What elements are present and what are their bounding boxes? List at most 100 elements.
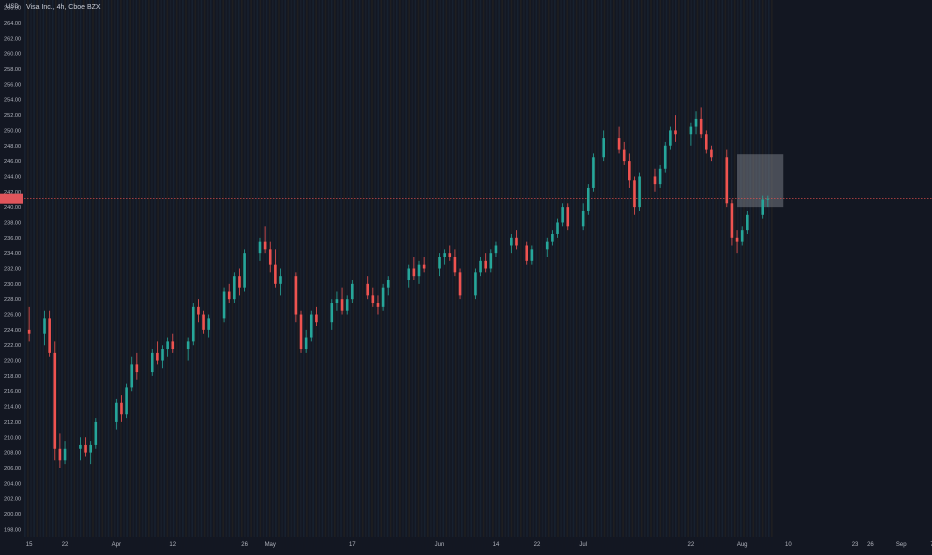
candle xyxy=(586,184,590,215)
session-band xyxy=(365,0,367,537)
candle-body xyxy=(448,253,452,257)
x-axis[interactable]: 15 22 Apr 12 26 May 17 Jun 14 22 Jul 22 Aug 10 23 26 Sep… xyxy=(26,542,932,548)
candle xyxy=(94,418,98,449)
highlight-zone[interactable] xyxy=(737,154,784,208)
session-band xyxy=(33,0,35,537)
candle-body xyxy=(309,314,313,338)
session-band xyxy=(213,0,215,537)
candle-body xyxy=(191,306,195,342)
session-band xyxy=(203,0,206,537)
candle-body xyxy=(586,187,590,211)
y-tick-label: 212.00 xyxy=(4,420,21,426)
candle xyxy=(186,337,190,361)
session-band xyxy=(687,0,689,537)
candle xyxy=(150,349,154,376)
session-band xyxy=(42,0,45,537)
candle xyxy=(161,345,164,369)
y-axis[interactable]: 198.00 200.00 202.00 204.00 206.00 208.00 210.… xyxy=(4,6,21,534)
session-band xyxy=(625,0,627,537)
candle-body xyxy=(515,237,518,246)
session-band xyxy=(321,0,324,537)
candle-body xyxy=(304,337,308,350)
session-band xyxy=(67,0,69,537)
session-band xyxy=(523,0,525,537)
session-band xyxy=(79,0,82,537)
session-band xyxy=(306,0,308,537)
candle xyxy=(510,233,513,254)
candle xyxy=(628,153,631,188)
candle-body xyxy=(84,444,87,453)
candle-body xyxy=(94,421,98,445)
session-band xyxy=(268,0,271,537)
x-tick-label: Sep xyxy=(896,542,907,548)
candle xyxy=(566,203,570,231)
session-band xyxy=(219,0,221,537)
session-band xyxy=(250,0,252,537)
session-band xyxy=(92,0,94,537)
candle-body xyxy=(545,241,549,250)
candle xyxy=(735,230,739,254)
candle-body xyxy=(315,314,318,323)
session-band xyxy=(303,0,305,537)
candle-body xyxy=(27,329,31,334)
session-band xyxy=(371,0,373,537)
session-band xyxy=(436,0,438,537)
session-band xyxy=(228,0,231,537)
session-band xyxy=(529,0,531,537)
session-band xyxy=(355,0,358,537)
candle xyxy=(663,141,667,173)
y-tick-label: 200.00 xyxy=(4,512,21,518)
session-band xyxy=(36,0,38,537)
candle-body xyxy=(135,364,139,373)
x-tick-label: 12 xyxy=(169,542,176,548)
candle xyxy=(309,310,313,342)
candle xyxy=(725,149,729,208)
candle-body xyxy=(740,230,744,242)
candle-body xyxy=(238,276,241,288)
candle-body xyxy=(381,287,385,307)
session-band xyxy=(572,0,575,537)
candle-body xyxy=(233,276,236,300)
candle-body xyxy=(443,253,446,257)
candle xyxy=(622,141,626,165)
y-tick-label: 234.00 xyxy=(4,251,21,257)
session-band xyxy=(609,0,612,537)
session-band xyxy=(241,0,243,537)
x-tick-label: 7 xyxy=(930,542,932,548)
candle xyxy=(130,356,134,392)
session-band xyxy=(755,0,758,537)
candle-body xyxy=(592,157,595,188)
candle-body xyxy=(566,207,570,227)
candle xyxy=(710,145,713,162)
candle xyxy=(191,303,195,346)
candle-body xyxy=(58,448,62,461)
session-band xyxy=(563,0,565,537)
candle-body xyxy=(479,260,482,273)
candle-body xyxy=(263,241,267,250)
candle-body xyxy=(669,130,672,146)
candle-body xyxy=(294,276,298,315)
candle-body xyxy=(735,237,739,242)
candle xyxy=(653,168,657,192)
candle-body xyxy=(130,364,134,388)
y-tick-label: 250.00 xyxy=(4,128,21,134)
session-band xyxy=(709,0,711,537)
session-band xyxy=(138,0,141,537)
candles xyxy=(27,107,770,468)
session-band xyxy=(265,0,268,537)
x-tick-label: May xyxy=(265,542,276,548)
candle-body xyxy=(438,256,441,269)
candle xyxy=(294,272,298,323)
session-band xyxy=(377,0,379,537)
session-band xyxy=(154,0,156,537)
session-band xyxy=(495,0,497,537)
session-band xyxy=(374,0,376,537)
candle xyxy=(79,437,82,461)
session-band xyxy=(51,0,54,537)
candle-body xyxy=(746,214,749,231)
session-band xyxy=(535,0,538,537)
y-tick-label: 240.00 xyxy=(4,205,21,211)
session-band xyxy=(76,0,79,537)
